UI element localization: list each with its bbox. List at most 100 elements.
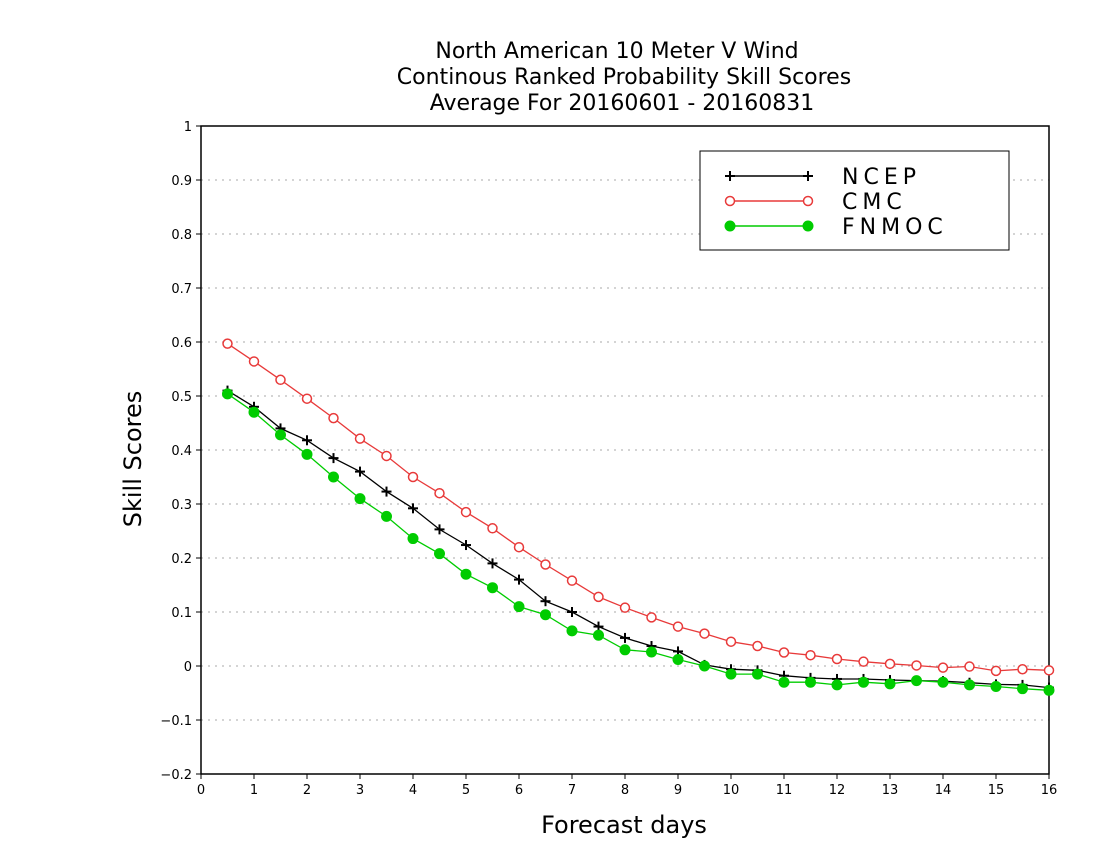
data-point-cmc — [487, 523, 498, 534]
y-tick-label: 1 — [184, 120, 192, 135]
legend-marker-fnmoc — [802, 220, 814, 232]
x-tick-label: 7 — [568, 783, 576, 798]
series-cmc — [222, 338, 1055, 677]
x-tick-label: 15 — [988, 783, 1005, 798]
data-point-cmc — [1017, 663, 1028, 675]
x-tick-label: 1 — [250, 783, 258, 798]
y-tick-label: −0.1 — [160, 714, 192, 729]
data-point-fnmoc — [434, 548, 445, 560]
data-point-fnmoc — [566, 625, 578, 637]
x-tick-label: 8 — [621, 783, 629, 798]
data-point-fnmoc — [805, 676, 816, 688]
data-point-cmc — [831, 653, 843, 665]
chart-title-line-1: North American 10 Meter V Wind — [435, 39, 798, 64]
data-point-fnmoc — [937, 676, 949, 688]
x-tick-label: 6 — [515, 783, 523, 798]
data-point-fnmoc — [301, 448, 313, 460]
x-tick-label: 3 — [356, 783, 364, 798]
series-line-cmc — [227, 343, 1050, 672]
data-point-cmc — [328, 412, 339, 424]
data-point-fnmoc — [858, 676, 869, 688]
data-point-fnmoc — [1043, 684, 1055, 696]
data-point-fnmoc — [990, 681, 1002, 693]
data-point-ncep — [355, 466, 365, 477]
legend-label-fnmoc: FNMOC — [842, 215, 948, 240]
y-tick-label: 0.4 — [171, 444, 192, 459]
x-axis-ticks: 0 1 2 3 4 5 6 7 8 9 10 11 12 13 14 15 16 — [197, 774, 1057, 798]
data-point-fnmoc — [354, 493, 366, 505]
data-point-cmc — [725, 636, 737, 647]
data-point-cmc — [752, 640, 763, 652]
legend-item-fnmoc: FNMOC — [724, 215, 948, 240]
data-point-fnmoc — [540, 609, 551, 621]
chart-title: North American 10 Meter V Wind Continous… — [397, 39, 851, 116]
data-point-cmc — [222, 338, 233, 349]
legend-marker-cmc — [724, 195, 736, 207]
legend-marker-cmc — [802, 195, 814, 207]
data-point-fnmoc — [831, 679, 843, 691]
x-tick-label: 10 — [723, 783, 740, 798]
y-tick-label: 0 — [184, 660, 192, 675]
series-fnmoc — [222, 388, 1055, 696]
x-axis-label: Forecast days — [541, 811, 707, 839]
data-point-cmc — [858, 656, 869, 667]
legend-label-ncep: NCEP — [842, 165, 921, 190]
x-tick-label: 12 — [829, 783, 846, 798]
data-point-cmc — [354, 433, 366, 444]
data-point-fnmoc — [778, 676, 790, 688]
x-tick-label: 2 — [303, 783, 311, 798]
data-point-fnmoc — [964, 679, 975, 691]
data-point-cmc — [778, 647, 790, 658]
legend-item-ncep: NCEP — [725, 165, 921, 190]
data-point-cmc — [990, 665, 1002, 677]
data-point-cmc — [248, 356, 260, 367]
data-point-fnmoc — [407, 533, 419, 545]
data-point-cmc — [460, 506, 472, 518]
y-tick-label: 0.5 — [171, 390, 192, 405]
data-point-cmc — [805, 649, 816, 661]
data-point-cmc — [540, 559, 551, 570]
x-tick-label: 0 — [197, 783, 205, 798]
x-tick-label: 4 — [409, 783, 417, 798]
x-tick-label: 11 — [776, 783, 793, 798]
series-ncep — [222, 385, 1054, 693]
y-tick-label: 0.6 — [171, 336, 192, 351]
data-point-fnmoc — [699, 660, 710, 672]
data-point-cmc — [646, 612, 657, 623]
data-point-cmc — [381, 450, 392, 462]
chart-title-line-3: Average For 20160601 - 20160831 — [430, 91, 815, 116]
data-point-cmc — [407, 471, 419, 483]
y-axis-ticks: −0.2 −0.1 0 0.1 0.2 0.3 0.4 0.5 0.6 0.7 0.8 0.9 1 — [160, 120, 201, 783]
gridlines — [201, 179, 1049, 721]
chart-title-line-2: Continous Ranked Probability Skill Score… — [397, 65, 851, 90]
x-tick-label: 5 — [462, 783, 470, 798]
data-point-fnmoc — [275, 429, 286, 441]
data-point-fnmoc — [328, 471, 339, 483]
data-point-ncep — [302, 435, 312, 446]
legend-marker-ncep — [803, 171, 813, 181]
data-point-cmc — [964, 661, 975, 672]
y-tick-label: 0.2 — [171, 552, 192, 567]
x-tick-label: 16 — [1041, 783, 1058, 798]
data-point-fnmoc — [1017, 683, 1028, 695]
data-point-cmc — [513, 541, 525, 553]
series-lines — [222, 338, 1055, 696]
data-point-cmc — [699, 628, 710, 639]
legend-label-cmc: CMC — [842, 190, 907, 215]
data-point-ncep — [514, 574, 524, 585]
data-point-fnmoc — [911, 675, 922, 687]
data-point-fnmoc — [646, 646, 657, 658]
data-point-cmc — [672, 621, 684, 632]
data-point-fnmoc — [460, 568, 472, 580]
data-point-fnmoc — [248, 406, 260, 418]
y-axis-label: Skill Scores — [119, 391, 147, 528]
data-point-cmc — [1043, 665, 1055, 676]
y-tick-label: 0.9 — [171, 174, 192, 189]
data-point-cmc — [593, 591, 604, 603]
data-point-ncep — [328, 453, 339, 464]
data-point-cmc — [301, 393, 313, 404]
data-point-cmc — [434, 487, 445, 499]
data-point-fnmoc — [593, 629, 604, 641]
